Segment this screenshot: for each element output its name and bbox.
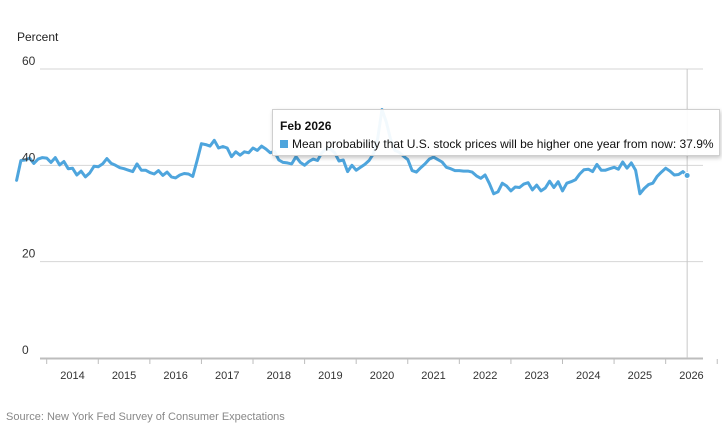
x-tick-label: 2026 <box>679 370 703 382</box>
tooltip-row: Mean probability that U.S. stock prices … <box>280 137 719 151</box>
series-layer <box>15 108 691 196</box>
chart-tooltip: Feb 2026 Mean probability that U.S. stoc… <box>272 109 720 156</box>
x-tick-label: 2025 <box>628 370 652 382</box>
series-swatch-icon <box>280 140 288 148</box>
tick-labels: 0 20 40 60 2014 2015 2016 2017 2018 2019 2020 2021 2… <box>22 54 704 382</box>
x-tick-label: 2017 <box>215 370 239 382</box>
series-line <box>15 108 689 196</box>
y-axis-title: Percent <box>17 30 59 44</box>
y-tick-label: 0 <box>22 343 29 357</box>
hover-point <box>683 171 691 179</box>
source-note: Source: New York Fed Survey of Consumer … <box>6 411 285 423</box>
x-tick-label: 2015 <box>112 370 136 382</box>
y-tick-label: 20 <box>22 247 36 261</box>
x-tick-label: 2016 <box>163 370 187 382</box>
x-tick-label: 2018 <box>267 370 291 382</box>
x-tick-label: 2024 <box>576 370 600 382</box>
x-tick-label: 2023 <box>524 370 548 382</box>
y-tick-label: 40 <box>22 150 36 164</box>
tooltip-title: Feb 2026 <box>280 119 332 133</box>
x-tick-label: 2020 <box>370 370 394 382</box>
x-tick-label: 2022 <box>473 370 497 382</box>
axis-ticks <box>46 359 718 364</box>
x-tick-label: 2019 <box>318 370 342 382</box>
x-tick-label: 2014 <box>60 370 84 382</box>
x-tick-label: 2021 <box>421 370 445 382</box>
tooltip-value-text: Mean probability that U.S. stock prices … <box>292 137 714 151</box>
y-tick-label: 60 <box>22 54 36 68</box>
gridlines <box>40 68 703 359</box>
